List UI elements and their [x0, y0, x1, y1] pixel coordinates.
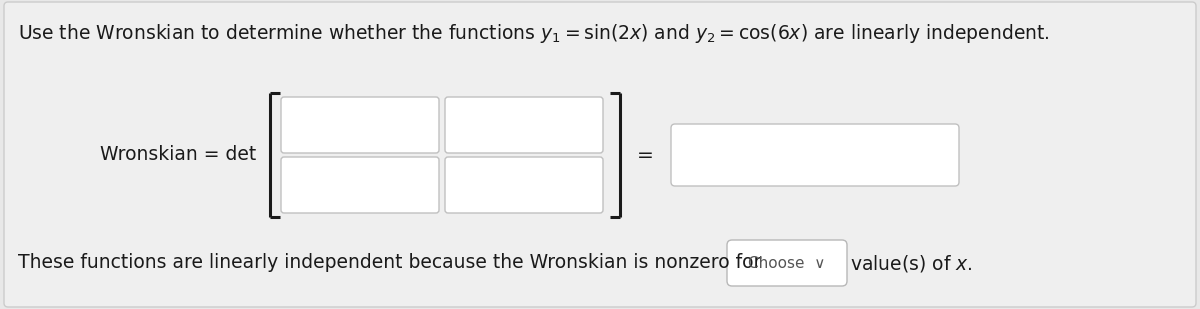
FancyBboxPatch shape — [445, 97, 604, 153]
FancyBboxPatch shape — [4, 2, 1196, 307]
Text: Choose  ∨: Choose ∨ — [749, 256, 826, 270]
Text: These functions are linearly independent because the Wronskian is nonzero for: These functions are linearly independent… — [18, 253, 761, 273]
Text: =: = — [636, 146, 654, 164]
Text: Wronskian = det: Wronskian = det — [100, 146, 257, 164]
FancyBboxPatch shape — [671, 124, 959, 186]
FancyBboxPatch shape — [281, 157, 439, 213]
FancyBboxPatch shape — [727, 240, 847, 286]
FancyBboxPatch shape — [445, 157, 604, 213]
Text: Use the Wronskian to determine whether the functions $y_1 = \sin(2x)$ and $y_2 =: Use the Wronskian to determine whether t… — [18, 22, 1050, 45]
FancyBboxPatch shape — [281, 97, 439, 153]
Text: value(s) of $x$.: value(s) of $x$. — [850, 252, 972, 273]
